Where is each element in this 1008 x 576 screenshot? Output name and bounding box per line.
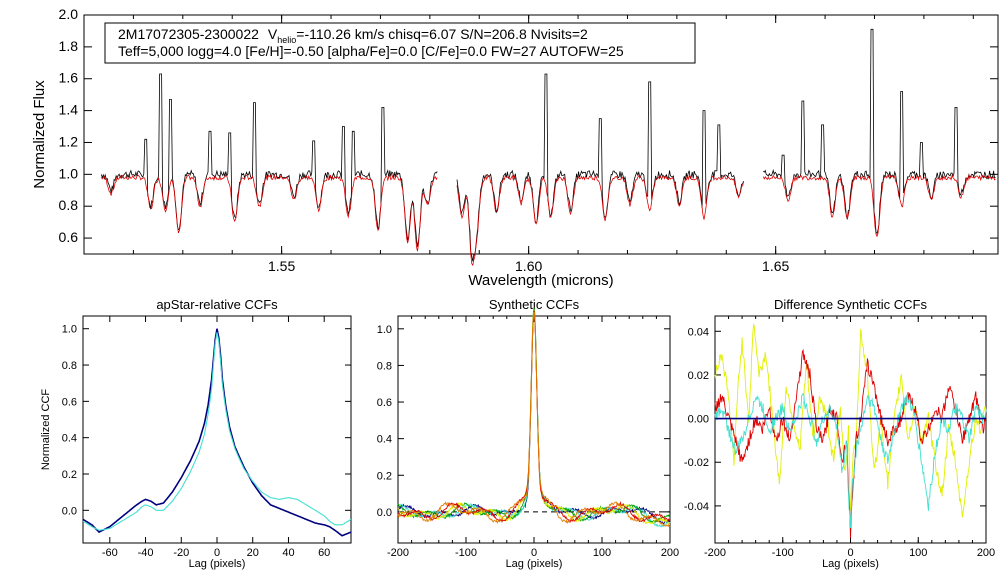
ccf-line-cyan (82, 332, 352, 531)
difference_ccf-title: Difference Synthetic CCFs (774, 297, 927, 312)
spectrum-xtick-label: 1.65 (762, 258, 789, 274)
observed-spectrum-chip-3 (763, 28, 996, 234)
difference_ccf-ytick-label: -0.04 (684, 501, 709, 513)
apstar_ccf-xtick-label: -20 (173, 547, 189, 559)
observed-spectrum-chip-1 (100, 73, 438, 247)
apstar_ccf-ytick-label: 0.0 (62, 505, 77, 517)
synthetic-ccf-line-orange (397, 312, 671, 528)
synthetic_ccf-xtick-label: 200 (661, 547, 679, 559)
apstar_ccf-ytick-label: 0.8 (62, 360, 77, 372)
difference_ccf-ytick-label: 0.02 (688, 370, 709, 382)
spectrum-ylabel: Normalized Flux (31, 80, 48, 189)
spectrum-ytick-label: 1.2 (59, 133, 79, 149)
difference-ccf-line-yellow (714, 323, 987, 518)
ccf-line-navy (82, 328, 352, 537)
info-line-2: Teff=5,000 logg=4.0 [Fe/H]=-0.50 [alpha/… (118, 43, 624, 59)
apstar_ccf-title: apStar-relative CCFs (156, 297, 278, 312)
spectrum-xtick-label: 1.55 (268, 258, 295, 274)
apstar_ccf-panel: -60 -40 -20 0 20 40 60 0.0 0.2 0.4 0.6 0.8 1.0 apStar… (40, 297, 352, 570)
difference_ccf-ytick-label: 0.04 (688, 326, 709, 338)
synthetic_ccf-title: Synthetic CCFs (489, 297, 580, 312)
synthetic_ccf-xtick-label: 100 (593, 547, 611, 559)
synthetic_ccf-ytick-label: 1.0 (377, 324, 392, 336)
synthetic_ccf-ytick-label: 0.0 (377, 507, 392, 519)
spectrum-ytick-label: 1.0 (59, 165, 79, 181)
difference_ccf-xtick-label: 100 (909, 547, 927, 559)
synthetic_ccf-ytick-label: 0.2 (377, 470, 392, 482)
apstar_ccf-xtick-label: -40 (138, 547, 154, 559)
synthetic-ccf-line-cyan (397, 309, 671, 528)
apstar_ccf-ytick-label: 0.2 (62, 469, 77, 481)
apstar_ccf-xtick-label: 40 (282, 547, 294, 559)
info-line-1: 2M17072305-2300022 Vhelio=-110.26 km/s ch… (118, 26, 588, 45)
difference_ccf-panel: -200 -100 0 100 200 -0.04 -0.02 0.00 0.02 0.04 Dif… (684, 297, 995, 570)
synthetic_ccf-xtick-label: 0 (531, 547, 537, 559)
apstar_ccf-ylabel: Normalized CCF (40, 389, 52, 471)
spectrum-ytick-label: 0.6 (59, 229, 79, 245)
synthetic_ccf-xtick-label: -100 (455, 547, 477, 559)
spectrum-xtick-label: 1.60 (515, 258, 542, 274)
difference_ccf-xtick-label: -100 (772, 547, 794, 559)
synthetic_ccf-xtick-label: -200 (387, 547, 409, 559)
spectrum-frame (83, 14, 999, 255)
model-spectrum-chip-3 (762, 173, 996, 238)
difference-ccf-line-cyan (714, 392, 987, 529)
apstar_ccf-xtick-label: 20 (247, 547, 259, 559)
vhelio-subscript: helio (277, 35, 296, 45)
synthetic_ccf-ytick-label: 0.8 (377, 360, 392, 372)
model-spectrum-chip-1 (100, 174, 438, 252)
difference_ccf-xtick-label: 0 (847, 547, 853, 559)
apstar_ccf-xlabel: Lag (pixels) (189, 558, 246, 570)
star-id: 2M17072305-2300022 (118, 26, 259, 42)
spectrum-ytick-label: 1.8 (59, 38, 79, 54)
apstar_ccf-frame (82, 315, 352, 544)
apstar_ccf-ytick-label: 0.6 (62, 396, 77, 408)
difference_ccf-ytick-label: 0.00 (688, 414, 709, 426)
spectrum-xlabel: Wavelength (microns) (468, 272, 613, 289)
difference_ccf-ytick-label: -0.02 (684, 457, 709, 469)
synthetic-ccf-line-yellow (397, 309, 671, 526)
difference_ccf-xtick-label: -200 (704, 547, 726, 559)
spectrum-ytick-label: 0.8 (59, 197, 79, 213)
spectrum-panel: 1.55 1.60 1.65 0.6 0.8 1.0 1.2 1.4 1.6 1.8 2.0 Wave… (31, 6, 999, 289)
difference_ccf-xlabel: Lag (pixels) (822, 558, 879, 570)
apstar_ccf-xtick-label: 0 (214, 547, 220, 559)
info-box: 2M17072305-2300022 Vhelio=-110.26 km/s ch… (104, 22, 696, 64)
spectrum-ytick-label: 1.6 (59, 70, 79, 86)
apstar_ccf-ytick-label: 1.0 (62, 324, 77, 336)
model-spectrum-chip-2 (456, 174, 744, 267)
synthetic_ccf-xlabel: Lag (pixels) (506, 558, 563, 570)
synthetic_ccf-ytick-label: 0.4 (377, 434, 392, 446)
synthetic-ccf-line-navy (397, 313, 671, 525)
synthetic-ccf-line-red (397, 310, 671, 524)
observed-spectrum-chip-2 (456, 73, 744, 262)
vhelio-symbol: V (268, 26, 278, 42)
info-stats: =-110.26 km/s chisq=6.07 S/N=206.8 Nvisi… (296, 26, 588, 42)
spectrum-ytick-label: 1.4 (59, 102, 79, 118)
difference_ccf-xtick-label: 200 (977, 547, 995, 559)
spectrum-ytick-label: 2.0 (59, 6, 79, 22)
apstar_ccf-ytick-label: 0.4 (62, 433, 77, 445)
apstar_ccf-xtick-label: 60 (318, 547, 330, 559)
synthetic-ccf-line-green (397, 307, 671, 525)
info-box-frame (104, 22, 696, 64)
synthetic_ccf-ytick-label: 0.6 (377, 397, 392, 409)
apstar_ccf-xtick-label: -60 (102, 547, 118, 559)
synthetic_ccf-panel: -200 -100 0 100 200 0.0 0.2 0.4 0.6 0.8 1.0 Synthet… (377, 297, 679, 570)
